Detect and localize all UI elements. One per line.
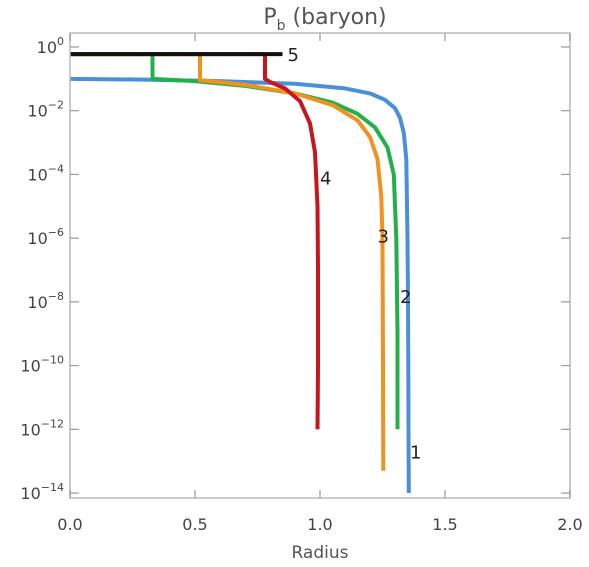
series-label-3: 3 [378,227,389,248]
series-label-5: 5 [288,45,299,66]
y-tick-label: 10−6 [27,226,64,248]
series-line-3 [70,52,386,471]
series-line-2 [70,52,400,430]
y-tick-label: 10−2 [27,99,64,121]
series-label-4: 4 [320,169,331,190]
x-tick-label: 0.5 [182,515,207,534]
y-tick-label: 10−8 [27,290,64,312]
x-tick-label: 1.0 [307,515,332,534]
series-layer [69,52,411,494]
series-line-1 [69,76,411,494]
x-tick-label: 0.0 [57,515,82,534]
y-tick-label: 100 [37,35,64,57]
y-tick-label: 10−10 [20,354,64,376]
series-label-2: 2 [400,287,411,308]
x-tick-label: 2.0 [557,515,582,534]
series-labels: 1 2 3 4 5 [288,45,422,463]
y-tick-label: 10−4 [27,162,64,184]
axes: 0.0 0.5 1.0 1.5 2.0 100 10−2 10−4 10−6 10−8 10−10 1… [20,33,583,534]
chart-title: Pb (baryon) [263,5,386,34]
x-tick-label: 1.5 [432,515,457,534]
series-line-4 [70,52,320,430]
y-tick-label: 10−14 [20,481,64,503]
y-tick-label: 10−12 [20,417,64,439]
x-axis-title: Radius [291,543,348,563]
series-label-1: 1 [410,443,421,464]
